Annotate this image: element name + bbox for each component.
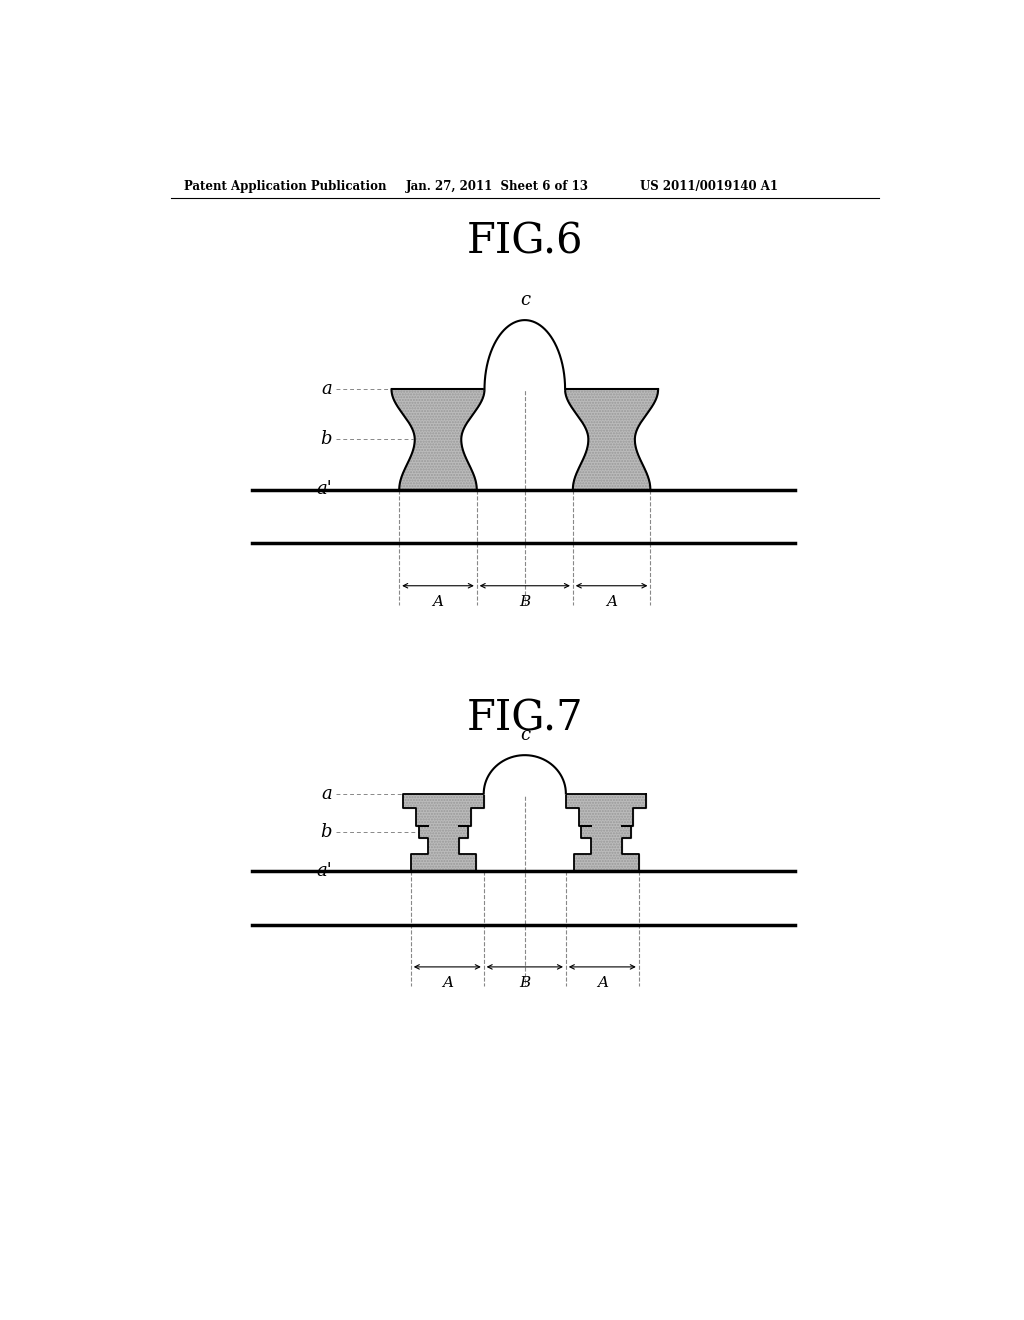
Text: b: b xyxy=(321,824,332,841)
Polygon shape xyxy=(565,389,658,490)
Polygon shape xyxy=(391,389,484,490)
Text: Jan. 27, 2011  Sheet 6 of 13: Jan. 27, 2011 Sheet 6 of 13 xyxy=(406,181,589,194)
Text: a: a xyxy=(322,784,332,803)
Text: A: A xyxy=(441,977,453,990)
Text: FIG.7: FIG.7 xyxy=(467,697,583,739)
Polygon shape xyxy=(566,793,646,871)
Text: A: A xyxy=(432,595,443,609)
Text: Patent Application Publication: Patent Application Publication xyxy=(183,181,386,194)
Polygon shape xyxy=(483,755,566,793)
Text: FIG.6: FIG.6 xyxy=(467,220,583,261)
Text: US 2011/0019140 A1: US 2011/0019140 A1 xyxy=(640,181,777,194)
Text: a: a xyxy=(322,380,332,399)
Text: A: A xyxy=(606,595,617,609)
Text: A: A xyxy=(597,977,608,990)
Polygon shape xyxy=(484,321,565,389)
Text: a': a' xyxy=(316,480,332,499)
Text: b: b xyxy=(321,430,332,449)
Text: c: c xyxy=(520,290,529,309)
Text: B: B xyxy=(519,595,530,609)
Text: a': a' xyxy=(316,862,332,879)
Polygon shape xyxy=(403,793,483,871)
Text: B: B xyxy=(519,977,530,990)
Text: c: c xyxy=(520,726,529,743)
